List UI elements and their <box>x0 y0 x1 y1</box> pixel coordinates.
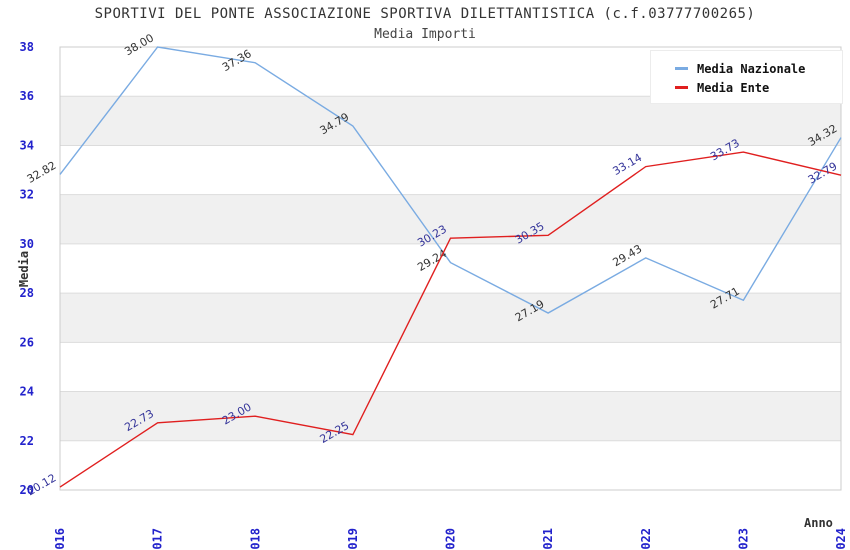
background-band <box>60 194 841 244</box>
y-tick-label: 34 <box>20 138 34 152</box>
y-axis-title: Media <box>17 250 31 288</box>
legend-item-media-nazionale: Media Nazionale <box>675 59 842 78</box>
legend-label-media-ente: Media Ente <box>697 80 770 95</box>
data-label-media-nazionale: 32.82 <box>25 159 59 186</box>
data-label-media-ente: 32.79 <box>806 160 840 187</box>
chart-title: SPORTIVI DEL PONTE ASSOCIAZIONE SPORTIVA… <box>94 6 756 22</box>
background-band <box>60 293 841 343</box>
chart-subtitle: Media Importi <box>374 27 476 42</box>
background-band <box>60 391 841 441</box>
y-tick-label: 36 <box>20 89 34 103</box>
legend: Media Nazionale Media Ente <box>650 50 843 104</box>
data-label-media-nazionale: 37.36 <box>220 47 254 74</box>
legend-swatch-media-nazionale <box>675 67 688 70</box>
y-tick-label: 20 <box>20 483 34 497</box>
plot-border <box>59 46 842 491</box>
y-tick-label: 22 <box>20 434 34 448</box>
x-tick-label: 2022 <box>639 528 653 550</box>
x-axis-title: Anno <box>804 516 833 530</box>
background-band <box>60 96 841 146</box>
y-tick-label: 26 <box>20 335 34 349</box>
series-line-media-ente <box>59 151 842 488</box>
x-tick-label: 2016 <box>53 528 67 550</box>
x-tick-label: 2018 <box>248 528 262 550</box>
x-tick-label: 2021 <box>541 528 555 550</box>
legend-item-media-ente: Media Ente <box>675 78 842 97</box>
data-label-media-ente: 33.14 <box>610 151 644 178</box>
y-tick-label: 38 <box>20 40 34 54</box>
x-tick-label: 2017 <box>151 528 165 550</box>
data-label-media-ente: 20.12 <box>25 471 59 498</box>
y-tick-label: 32 <box>20 188 34 202</box>
x-tick-label: 2024 <box>834 528 848 550</box>
legend-swatch-media-ente <box>675 86 688 89</box>
y-tick-label: 30 <box>20 237 34 251</box>
x-tick-label: 2020 <box>444 528 458 550</box>
legend-label-media-nazionale: Media Nazionale <box>697 61 806 76</box>
y-tick-label: 24 <box>20 385 34 399</box>
series-line-media-nazionale <box>59 46 842 314</box>
y-tick-label: 28 <box>20 286 34 300</box>
x-tick-label: 2023 <box>736 528 750 550</box>
data-label-media-nazionale: 29.43 <box>610 242 644 269</box>
x-tick-label: 2019 <box>346 528 360 550</box>
